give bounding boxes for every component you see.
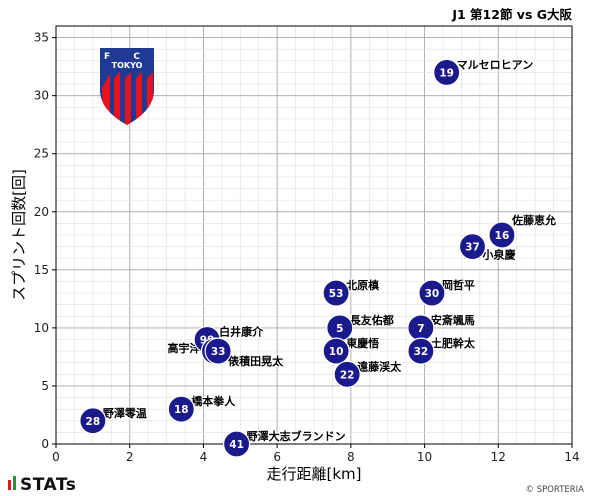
player-name-label: 橋本拳人 — [191, 394, 236, 408]
data-point: 53 — [322, 279, 350, 307]
data-point: 30 — [418, 279, 446, 307]
player-number-label: 19 — [439, 67, 454, 79]
player-name-label: 野澤零温 — [103, 406, 147, 420]
y-tick-label: 5 — [41, 379, 49, 393]
fc-tokyo-logo: F C TOKYO — [100, 48, 154, 125]
data-point: 33 — [204, 337, 232, 365]
x-tick-label: 8 — [347, 450, 355, 464]
player-name-label: 野澤大志ブランドン — [247, 429, 346, 443]
player-name-label: 小泉慶 — [481, 248, 515, 262]
player-number-label: 28 — [86, 416, 101, 428]
y-tick-label: 0 — [41, 437, 49, 451]
logo-text-tokyo: TOKYO — [112, 61, 143, 70]
y-tick-label: 35 — [34, 31, 49, 45]
y-axis-label: スプリント回数[回] — [10, 169, 28, 301]
player-name-label: 安斎颯馬 — [431, 313, 475, 327]
logo-text-fc: F C — [104, 52, 150, 62]
player-number-label: 18 — [174, 404, 189, 416]
x-tick-label: 14 — [564, 450, 579, 464]
player-number-label: 33 — [211, 346, 226, 358]
player-name-label: マルセロヒアン — [457, 58, 534, 71]
x-tick-label: 6 — [273, 450, 281, 464]
axis-ticks: 0 2 4 6 8 10 12 14 0 5 10 15 20 25 30 35 — [34, 31, 580, 464]
data-point: 41 — [223, 430, 251, 458]
data-point: 16 — [488, 221, 516, 249]
x-tick-label: 12 — [491, 450, 506, 464]
stats-bar-1 — [8, 480, 11, 490]
point-marker — [167, 395, 195, 423]
y-tick-label: 10 — [34, 321, 49, 335]
copyright-text: © SPORTERIA — [526, 485, 585, 495]
player-number-label: 5 — [336, 323, 343, 335]
data-point: 28 — [79, 407, 107, 435]
player-number-label: 7 — [417, 323, 424, 335]
x-tick-label: 0 — [52, 450, 60, 464]
y-tick-label: 15 — [34, 263, 49, 277]
data-point: 37 — [458, 233, 487, 261]
player-name-label: 岡哲平 — [442, 278, 475, 292]
data-point: 18 — [167, 395, 195, 423]
y-tick-label: 30 — [34, 89, 49, 103]
point-marker — [223, 430, 251, 458]
x-axis-label: 走行距離[km] — [266, 465, 361, 483]
player-number-label: 10 — [329, 346, 344, 358]
point-marker — [407, 337, 435, 365]
player-name-label: 北原槙 — [346, 278, 379, 292]
x-tick-label: 4 — [200, 450, 208, 464]
player-number-label: 30 — [425, 288, 440, 300]
player-number-label: 37 — [465, 242, 480, 254]
y-tick-label: 25 — [34, 147, 49, 161]
chart-title: J1 第12節 vs G大阪 — [451, 7, 572, 22]
player-number-label: 32 — [414, 346, 429, 358]
player-name-label: 長友佑都 — [350, 313, 394, 327]
point-marker — [433, 58, 461, 87]
stats-bar-2 — [13, 476, 16, 490]
player-name-label: 土肥幹太 — [431, 336, 476, 350]
data-point: 32 — [407, 337, 435, 365]
player-name-label: 遠藤渓太 — [357, 359, 402, 373]
x-tick-label: 2 — [126, 450, 134, 464]
player-number-label: 41 — [229, 439, 244, 451]
point-marker — [458, 233, 487, 261]
player-name-label: 東慶悟 — [346, 336, 379, 350]
data-point: 10 — [322, 337, 350, 365]
player-name-label: 俵積田晃太 — [228, 354, 284, 368]
data-point: 22 — [333, 360, 361, 388]
player-name-label: 佐藤恵允 — [511, 213, 556, 227]
player-number-label: 53 — [329, 288, 344, 300]
point-marker — [322, 279, 350, 307]
point-marker — [418, 279, 446, 307]
x-tick-label: 10 — [417, 450, 432, 464]
stats-wordmark: STATs — [20, 475, 76, 495]
data-point: 5 — [326, 314, 354, 342]
stats-logo: STATs — [8, 475, 76, 495]
point-marker — [79, 407, 107, 435]
y-tick-label: 20 — [34, 205, 49, 219]
player-name-label: 高宇洋 — [167, 341, 200, 355]
player-name-label: 白井康介 — [219, 325, 264, 339]
data-point: 7 — [407, 314, 435, 342]
data-point: 19 — [433, 58, 461, 87]
plot-frame — [55, 25, 573, 445]
player-number-label: 16 — [495, 230, 510, 242]
point-marker — [333, 360, 361, 388]
player-number-label: 22 — [340, 369, 355, 381]
point-marker — [322, 337, 350, 365]
point-marker — [204, 337, 232, 365]
point-marker — [488, 221, 516, 249]
